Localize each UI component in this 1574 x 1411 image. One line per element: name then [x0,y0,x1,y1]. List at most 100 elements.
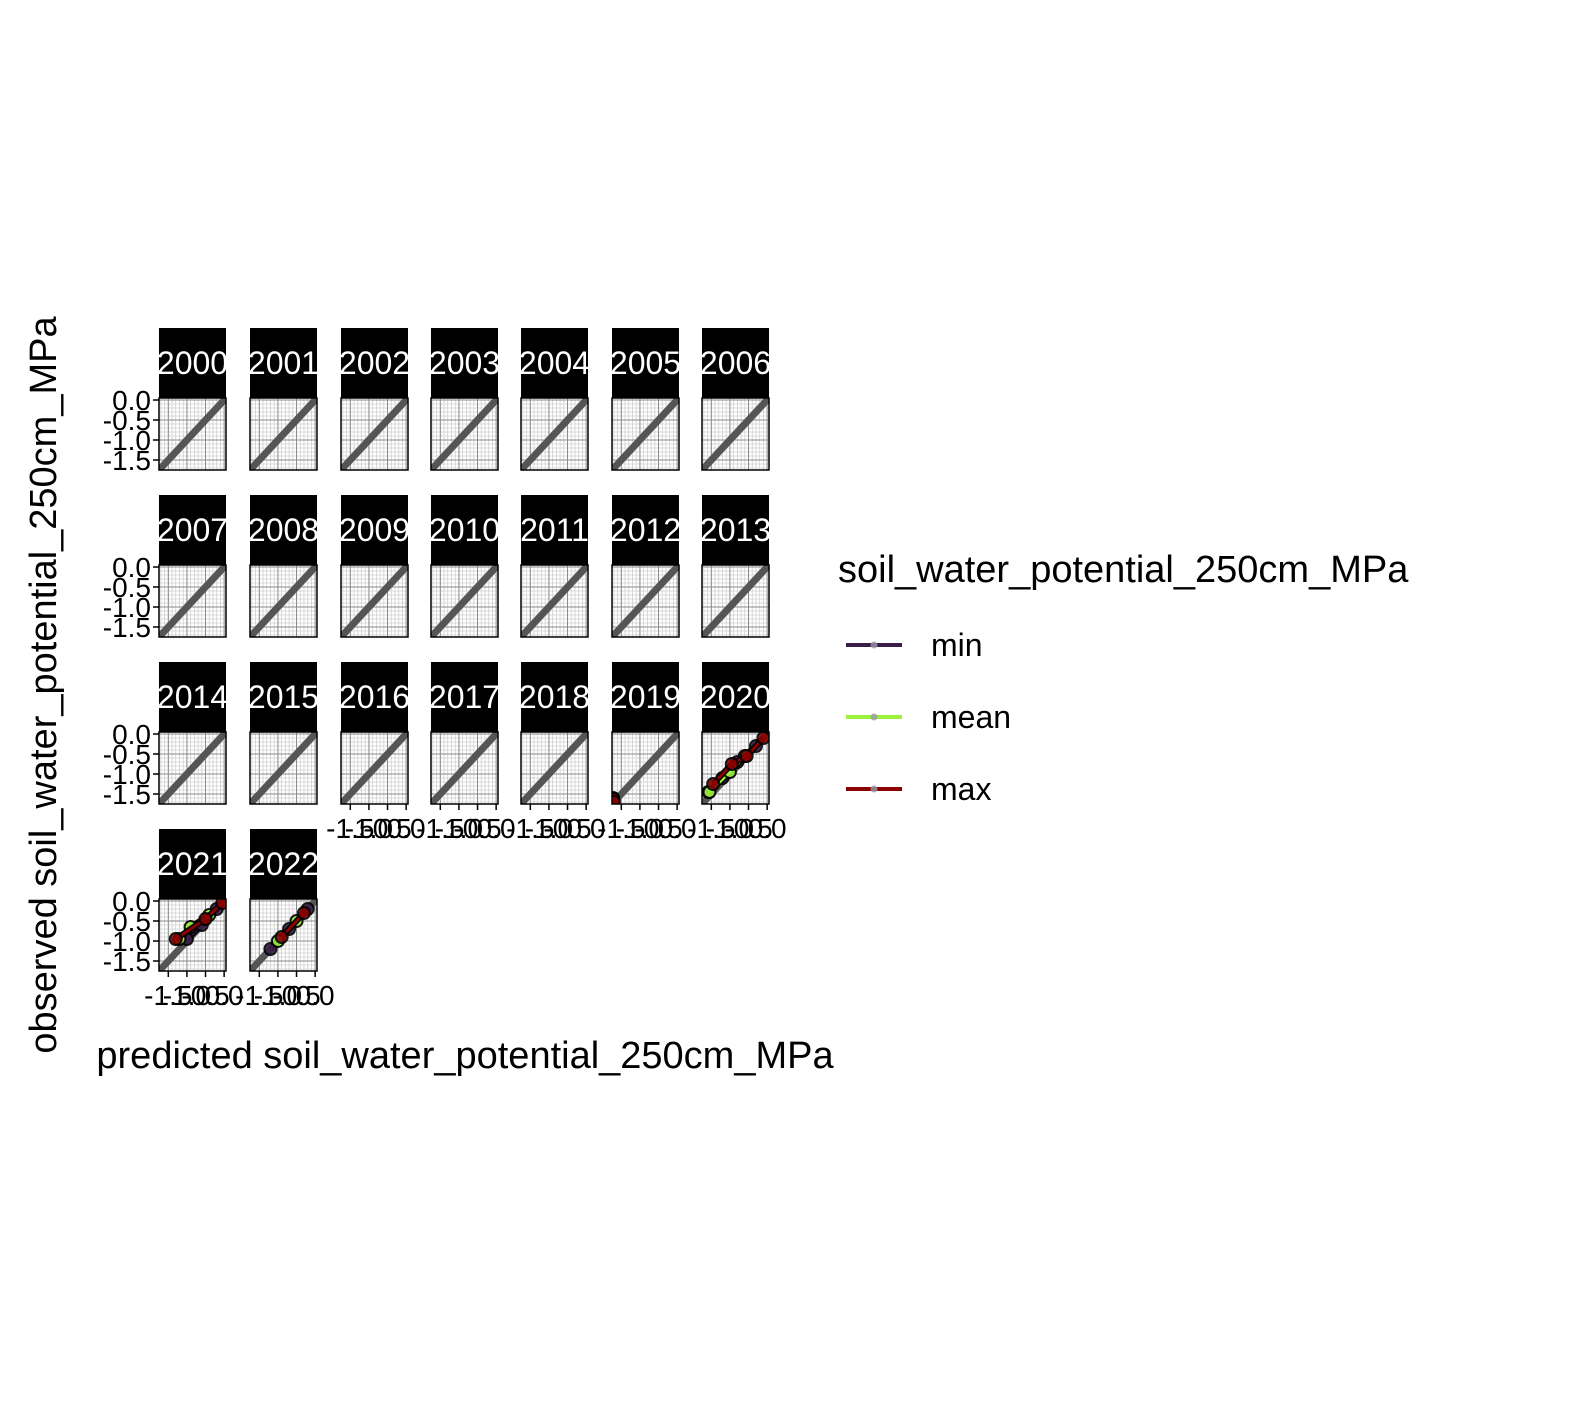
x-tick-label: -1.0 [706,813,754,844]
legend: soil_water_potential_250cm_MPa min mean ma… [838,549,1409,807]
y-tick-label: -0.5 [103,405,151,436]
facet-strip-label: 2022 [248,846,319,882]
identity-line [341,398,408,470]
facet-panel-2003: 2003 [429,328,500,471]
facet-panel-2011: 2011 [520,495,589,638]
identity-line [702,398,769,470]
facet-strip-label: 2002 [339,345,410,381]
x-tick-label: 0.0 [658,813,697,844]
panel-border [158,731,227,805]
major-grid [612,565,679,637]
y-tick-label: 0.0 [112,385,151,416]
panel-border [611,731,680,805]
panel-content [431,398,498,470]
facet-strip [521,662,588,732]
panel-border [249,397,318,471]
facet-strip-label: 2007 [157,512,228,548]
legend-title: soil_water_potential_250cm_MPa [838,549,1409,591]
facet-strip [521,495,588,565]
x-tick-label: -1.5 [326,813,374,844]
data-point-max [706,777,721,791]
panel-content [612,565,679,637]
facet-strip-label: 2004 [519,345,590,381]
facet-strip [431,328,498,398]
panel-border [520,731,589,805]
facet-strip [612,662,679,732]
facet-panel-2019: 2019 -1.5-1.0-0.50.0 [597,662,697,844]
identity-line [341,732,408,804]
panel-border [340,564,409,638]
facet-strip-label: 2001 [248,345,319,381]
legend-label: min [931,627,983,663]
identity-line [341,565,408,637]
y-tick-label: 0.0 [112,552,151,583]
facet-strip [702,662,769,732]
y-tick-label: -1.5 [103,946,151,977]
facet-strip [702,495,769,565]
facet-strip [159,495,226,565]
data-point-max [198,912,213,926]
facet-panel-2022: 2022 -1.5-1.0-0.50.0 [235,829,335,1011]
identity-line [159,565,226,637]
series-line-max [712,736,765,786]
facet-strip [341,495,408,565]
panel-content [521,565,588,637]
x-tick-label: 0.0 [296,980,335,1011]
identity-line [431,398,498,470]
facet-strip-label: 2006 [700,345,771,381]
facet-strip-label: 2005 [610,345,681,381]
x-tick-label: -1.0 [616,813,664,844]
identity-line [431,732,498,804]
facet-strip [159,328,226,398]
facet-panel-2020: 2020 -1.5-1.0-0.50.0 [687,662,787,844]
y-axis-label: observed soil_water_potential_250cm_MPa [23,316,65,1054]
x-tick-label: -1.5 [506,813,554,844]
data-point-max [274,930,289,944]
facet-strip [159,829,226,899]
panel-border [158,898,227,972]
x-tick-label: -0.5 [634,813,682,844]
panel-content [159,398,226,470]
identity-line [612,732,679,804]
major-grid [431,398,498,470]
facet-strip-label: 2018 [519,679,590,715]
facet-panel-2002: 2002 [339,328,410,471]
panel-content [612,398,679,470]
facet-panel-2018: 2018 -1.5-1.0-0.50.0 [506,662,606,844]
x-tick-label: -0.5 [543,813,591,844]
legend-entries: min mean max [846,627,1011,807]
facet-strip [431,662,498,732]
facet-strip [341,328,408,398]
facet-strip [612,328,679,398]
panel-border [249,564,318,638]
identity-line [521,398,588,470]
facet-panel-2016: 2016 -1.5-1.0-0.50.0 [326,662,426,844]
panel-border [701,397,770,471]
panel-border [701,564,770,638]
panel-border [249,898,318,972]
y-tick-label: -1.5 [103,445,151,476]
identity-line [159,732,226,804]
x-tick-label: 0.0 [567,813,606,844]
data-point-max [756,732,769,745]
x-tick-label: -1.0 [525,813,573,844]
panel-content [341,398,408,470]
panel-content [521,732,588,804]
identity-line [521,565,588,637]
facet-panel-2000: 2000 -1.5-1.0-0.50.0 [103,328,228,476]
legend-swatch-point [870,785,878,793]
facet-panel-2008: 2008 [248,495,319,638]
facet-panel-2010: 2010 [429,495,500,638]
panel-content [341,732,408,804]
panel-border [158,564,227,638]
panel-border [701,731,770,805]
panel-border [520,397,589,471]
facet-strip [250,495,317,565]
facet-strip-label: 2009 [339,512,410,548]
identity-line [612,398,679,470]
panel-border [430,731,499,805]
legend-label: mean [931,699,1011,735]
x-tick-label: -0.5 [724,813,772,844]
x-tick-label: -1.5 [687,813,735,844]
facet-strip-label: 2014 [157,679,228,715]
